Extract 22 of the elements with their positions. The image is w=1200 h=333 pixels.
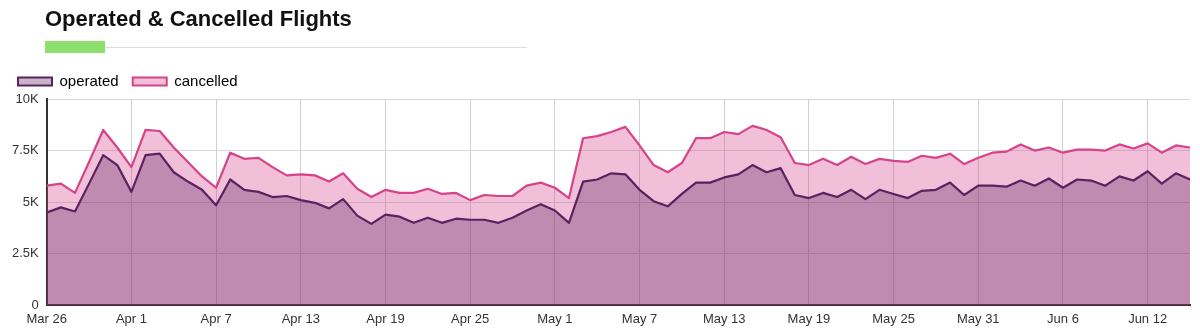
x-tick-label: Jun 12: [1128, 310, 1168, 326]
x-tick-label: Apr 7: [200, 310, 232, 326]
x-tick-label: Mar 26: [26, 310, 67, 326]
x-tick-label: Apr 25: [451, 310, 490, 326]
chart-title: Operated & Cancelled Flights: [45, 6, 352, 32]
x-tick-label: May 13: [702, 310, 746, 326]
x-tick-label: Apr 13: [281, 310, 320, 326]
x-tick-label: May 25: [872, 310, 915, 326]
x-tick-label: Jun 6: [1047, 310, 1079, 326]
y-tick-label: 5K: [22, 193, 40, 209]
x-tick-label: May 19: [787, 310, 831, 326]
y-tick-label: 2.5K: [11, 245, 40, 261]
legend-label: cancelled: [174, 71, 238, 89]
x-tick-label: Apr 1: [115, 310, 147, 326]
legend-label: operated: [59, 71, 119, 89]
x-tick-label: May 31: [956, 310, 1000, 326]
x-tick-label: May 7: [621, 310, 658, 326]
x-tick-label: Apr 19: [366, 310, 405, 326]
y-tick-label: 10K: [15, 90, 40, 106]
x-tick-label: May 1: [537, 310, 573, 326]
y-tick-label: 7.5K: [11, 142, 40, 158]
y-tick-label: 0: [31, 296, 39, 312]
